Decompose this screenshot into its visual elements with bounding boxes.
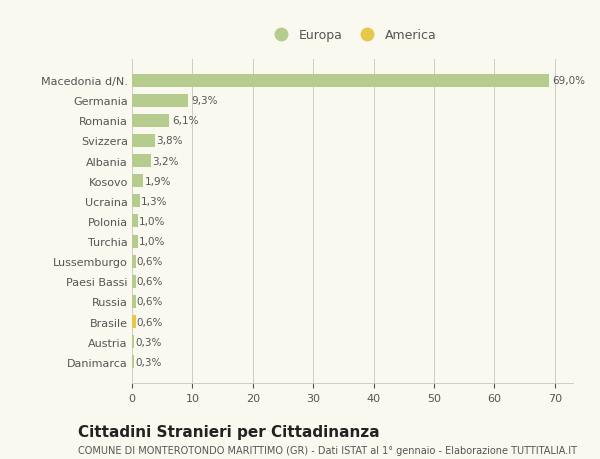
Bar bbox=[132, 74, 549, 87]
Text: 6,1%: 6,1% bbox=[172, 116, 199, 126]
Text: 69,0%: 69,0% bbox=[552, 76, 585, 86]
Text: 0,6%: 0,6% bbox=[137, 277, 163, 287]
Bar bbox=[132, 315, 136, 328]
Bar bbox=[132, 115, 169, 128]
Bar bbox=[132, 235, 138, 248]
Bar bbox=[132, 255, 136, 268]
Bar bbox=[132, 95, 188, 107]
Text: 0,3%: 0,3% bbox=[135, 337, 161, 347]
Text: 0,6%: 0,6% bbox=[137, 257, 163, 267]
Bar bbox=[132, 195, 140, 208]
Text: 1,3%: 1,3% bbox=[141, 196, 167, 207]
Bar bbox=[132, 295, 136, 308]
Bar bbox=[132, 155, 151, 168]
Text: 1,9%: 1,9% bbox=[145, 176, 171, 186]
Bar bbox=[132, 175, 143, 188]
Text: 1,0%: 1,0% bbox=[139, 217, 166, 226]
Bar bbox=[132, 134, 155, 148]
Text: 3,8%: 3,8% bbox=[156, 136, 182, 146]
Text: 1,0%: 1,0% bbox=[139, 236, 166, 246]
Text: Cittadini Stranieri per Cittadinanza: Cittadini Stranieri per Cittadinanza bbox=[78, 425, 380, 440]
Bar bbox=[132, 215, 138, 228]
Text: 0,6%: 0,6% bbox=[137, 297, 163, 307]
Bar bbox=[132, 336, 134, 348]
Text: 0,3%: 0,3% bbox=[135, 357, 161, 367]
Text: COMUNE DI MONTEROTONDO MARITTIMO (GR) - Dati ISTAT al 1° gennaio - Elaborazione : COMUNE DI MONTEROTONDO MARITTIMO (GR) - … bbox=[78, 445, 577, 455]
Bar bbox=[132, 275, 136, 288]
Text: 9,3%: 9,3% bbox=[191, 96, 218, 106]
Text: 0,6%: 0,6% bbox=[137, 317, 163, 327]
Text: 3,2%: 3,2% bbox=[152, 156, 179, 166]
Bar bbox=[132, 356, 134, 369]
Legend: Europa, America: Europa, America bbox=[263, 24, 442, 47]
